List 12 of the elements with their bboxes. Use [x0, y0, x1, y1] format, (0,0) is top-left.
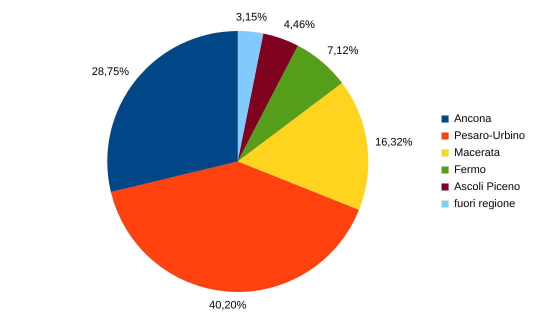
- legend-label: fuori regione: [454, 198, 516, 210]
- legend-label: Ascoli Piceno: [454, 181, 520, 194]
- legend-label: Fermo: [454, 164, 486, 176]
- legend-label: Ancona: [454, 113, 492, 126]
- data-label: 4,46%: [284, 19, 316, 32]
- legend-label: Pesaro-Urbino: [454, 130, 525, 142]
- data-label: 28,75%: [92, 66, 130, 78]
- data-label: 40,20%: [209, 300, 247, 312]
- data-label: 16,32%: [375, 136, 413, 148]
- legend-label: Macerata: [454, 147, 501, 160]
- data-label: 3,15%: [236, 12, 268, 24]
- data-label: 7,12%: [327, 45, 359, 58]
